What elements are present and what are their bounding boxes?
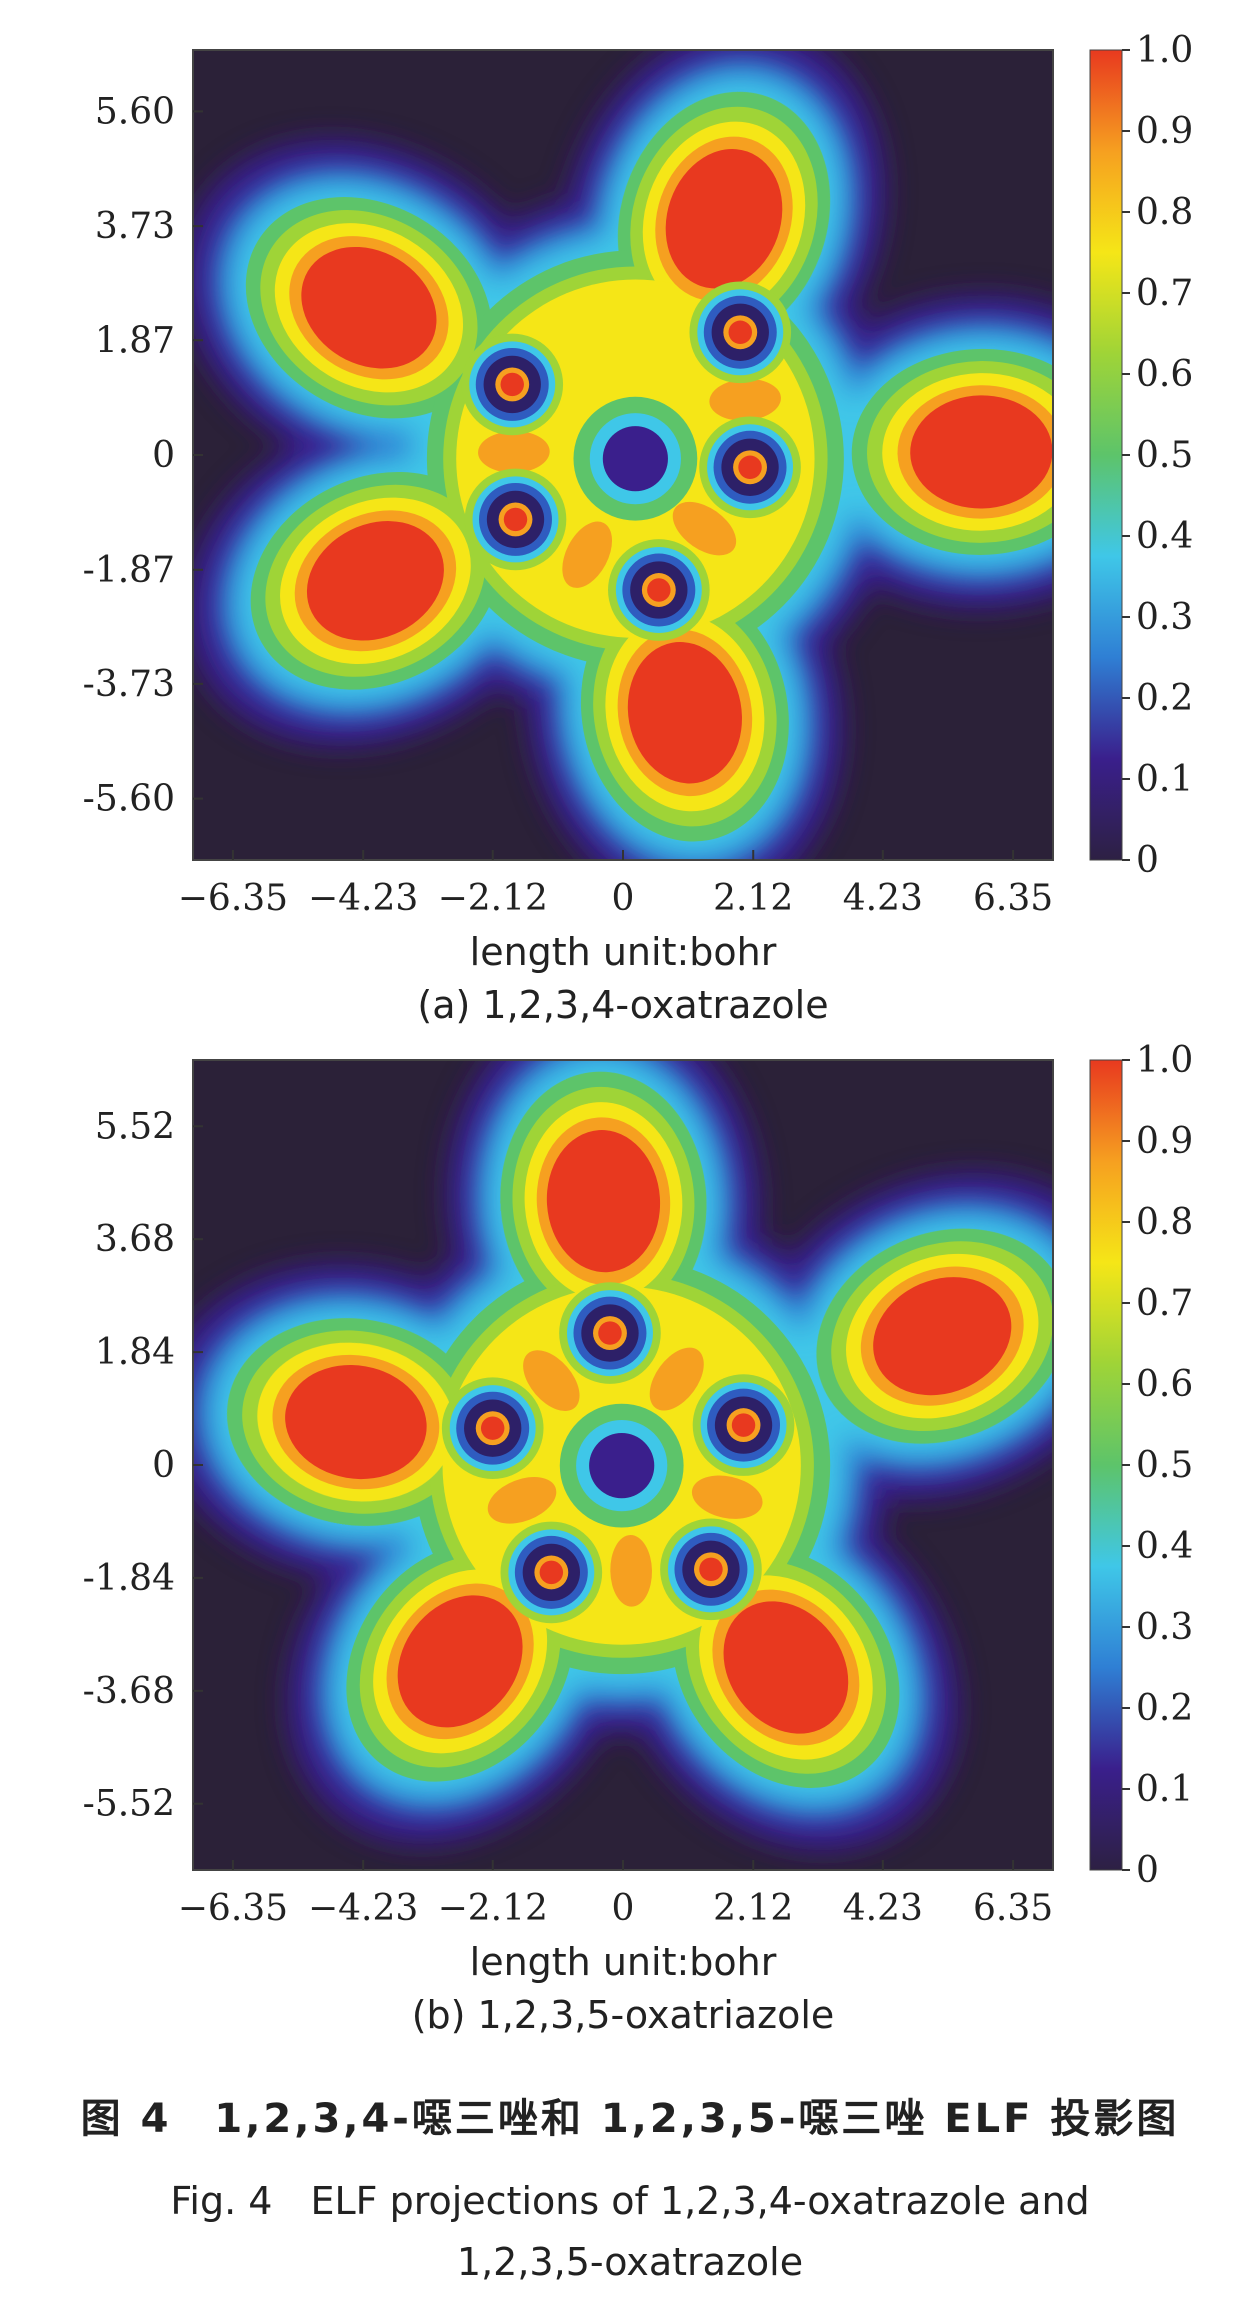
lone-pair-lobe <box>306 521 444 641</box>
atom-core <box>480 1416 505 1440</box>
y-tick-label: -5.52 <box>83 1784 175 1825</box>
bond-region <box>649 1347 704 1411</box>
x-tick-label: −2.12 <box>438 1888 548 1929</box>
colorbar-tick-label: 0 <box>1136 840 1159 881</box>
atom-core <box>647 578 671 602</box>
y-tick-label: 3.73 <box>95 206 175 247</box>
atom-core <box>731 1413 756 1437</box>
colorbar-tick-label: 0.4 <box>1136 516 1193 557</box>
colorbar-tick-label: 0.6 <box>1136 354 1193 395</box>
lone-pair-lobe <box>546 1130 661 1273</box>
x-tick-label: 0 <box>612 878 635 919</box>
colorbar-tick-label: 0.3 <box>1136 597 1193 638</box>
y-tick-label: -1.87 <box>83 550 175 591</box>
panel-subtitle: (a) 1,2,3,4-oxatrazole <box>417 983 828 1027</box>
bond-region <box>523 1350 580 1411</box>
colorbar-tick-label: 0.7 <box>1136 1283 1193 1324</box>
y-tick-label: -3.73 <box>83 664 175 705</box>
colorbar-tick-label: 0.9 <box>1136 111 1193 152</box>
x-tick-label: −6.35 <box>178 878 288 919</box>
colorbar-tick-label: 0.1 <box>1136 759 1193 800</box>
lone-pair-lobe <box>301 246 437 369</box>
y-tick-label: 5.60 <box>95 91 175 132</box>
colorbar-tick-label: 0.6 <box>1136 1364 1193 1405</box>
y-tick-label: -3.68 <box>83 1671 175 1712</box>
x-tick-label: 2.12 <box>713 1888 793 1929</box>
bond-region <box>478 431 550 473</box>
colorbar-tick-label: 0.2 <box>1136 678 1193 719</box>
x-tick-label: −4.23 <box>308 878 418 919</box>
x-tick-label: 6.35 <box>973 1888 1053 1929</box>
lone-pair-lobe <box>397 1595 523 1728</box>
x-tick-label: 0 <box>612 1888 635 1929</box>
x-tick-label: 4.23 <box>843 1888 923 1929</box>
panel-a: 5.60 3.73 1.87 0 -1.87 -3.73 -5.60 −6.35 −4.23 −2… <box>0 0 1260 1040</box>
colorbar-tick-label: 0.4 <box>1136 1526 1193 1567</box>
colorbar-tick-label: 0.9 <box>1136 1121 1193 1162</box>
figure-caption-english-line2: 1,2,3,5-oxatrazole <box>456 2240 804 2284</box>
lone-pair-lobe <box>723 1601 849 1734</box>
lone-pair-lobe <box>873 1277 1012 1396</box>
lone-pair-lobe <box>665 149 783 289</box>
atom-core <box>503 507 528 532</box>
y-tick-label: 1.87 <box>95 320 175 361</box>
colorbar-tick-label: 0.8 <box>1136 192 1193 233</box>
x-axis-title: length unit:bohr <box>470 930 777 974</box>
x-tick-label: −4.23 <box>308 1888 418 1929</box>
figure-caption-english-line1: Fig. 4 ELF projections of 1,2,3,4-oxatra… <box>170 2179 1090 2223</box>
elf-density-map <box>193 1060 1053 1851</box>
bond-region <box>487 1476 557 1524</box>
elf-density-map <box>193 50 1053 860</box>
colorbar-tick-label: 0.5 <box>1136 1445 1193 1486</box>
y-tick-label: -5.60 <box>83 779 175 820</box>
panel-b: 5.52 3.68 1.84 0 -1.84 -3.68 -5.52 −6.35 −4.23 −2… <box>0 1010 1260 2050</box>
x-tick-label: −2.12 <box>438 878 548 919</box>
bond-region <box>562 521 613 588</box>
atom-core <box>728 320 752 345</box>
y-tick-label: -1.84 <box>83 1558 175 1599</box>
y-tick-label: 0 <box>152 435 175 476</box>
colorbar-tick-label: 0.8 <box>1136 1202 1193 1243</box>
colorbar-tick-label: 0.1 <box>1136 1769 1193 1810</box>
atom-core <box>699 1557 723 1582</box>
ring-center <box>589 1433 655 1499</box>
figure-caption-chinese: 图 4 1,2,3,4-噁三唑和 1,2,3,5-噁三唑 ELF 投影图 <box>80 2096 1180 2142</box>
y-tick-label: 3.68 <box>95 1219 175 1260</box>
y-tick-label: 0 <box>152 1445 175 1486</box>
y-tick-label: 1.84 <box>95 1332 175 1373</box>
colorbar-tick-label: 1.0 <box>1136 1040 1193 1081</box>
elf-chart-a: 5.60 3.73 1.87 0 -1.87 -3.73 -5.60 −6.35 −4.23 −2… <box>83 30 1194 1027</box>
atom-core <box>500 372 524 397</box>
colorbar-tick-label: 1.0 <box>1136 30 1193 71</box>
x-tick-label: 2.12 <box>713 878 793 919</box>
colorbar-tick-label: 0.5 <box>1136 435 1193 476</box>
lone-pair-lobe <box>285 1365 427 1480</box>
atom-core <box>598 1321 622 1345</box>
lone-pair-lobe <box>910 395 1053 509</box>
colorbar-tick-label: 0 <box>1136 1850 1159 1891</box>
bond-region <box>691 1475 763 1519</box>
atom-core <box>738 455 762 480</box>
colorbar <box>1089 49 1123 861</box>
colorbar <box>1089 1059 1123 1871</box>
x-tick-label: 4.23 <box>843 878 923 919</box>
bond-region <box>709 378 781 421</box>
x-tick-label: 6.35 <box>973 878 1053 919</box>
lone-pair-lobe <box>627 642 742 784</box>
panel-subtitle: (b) 1,2,3,5-oxatriazole <box>412 1993 835 2037</box>
bond-region <box>610 1535 653 1607</box>
atom-core <box>539 1560 564 1585</box>
bond-region <box>672 501 737 556</box>
x-tick-label: −6.35 <box>178 1888 288 1929</box>
colorbar-tick-label: 0.3 <box>1136 1607 1193 1648</box>
elf-chart-b: 5.52 3.68 1.84 0 -1.84 -3.68 -5.52 −6.35 −4.23 −2… <box>83 1040 1194 2037</box>
colorbar-tick-label: 0.7 <box>1136 273 1193 314</box>
x-axis-title: length unit:bohr <box>470 1940 777 1984</box>
ring-center <box>602 426 668 492</box>
y-tick-label: 5.52 <box>95 1106 175 1147</box>
colorbar-tick-label: 0.2 <box>1136 1688 1193 1729</box>
